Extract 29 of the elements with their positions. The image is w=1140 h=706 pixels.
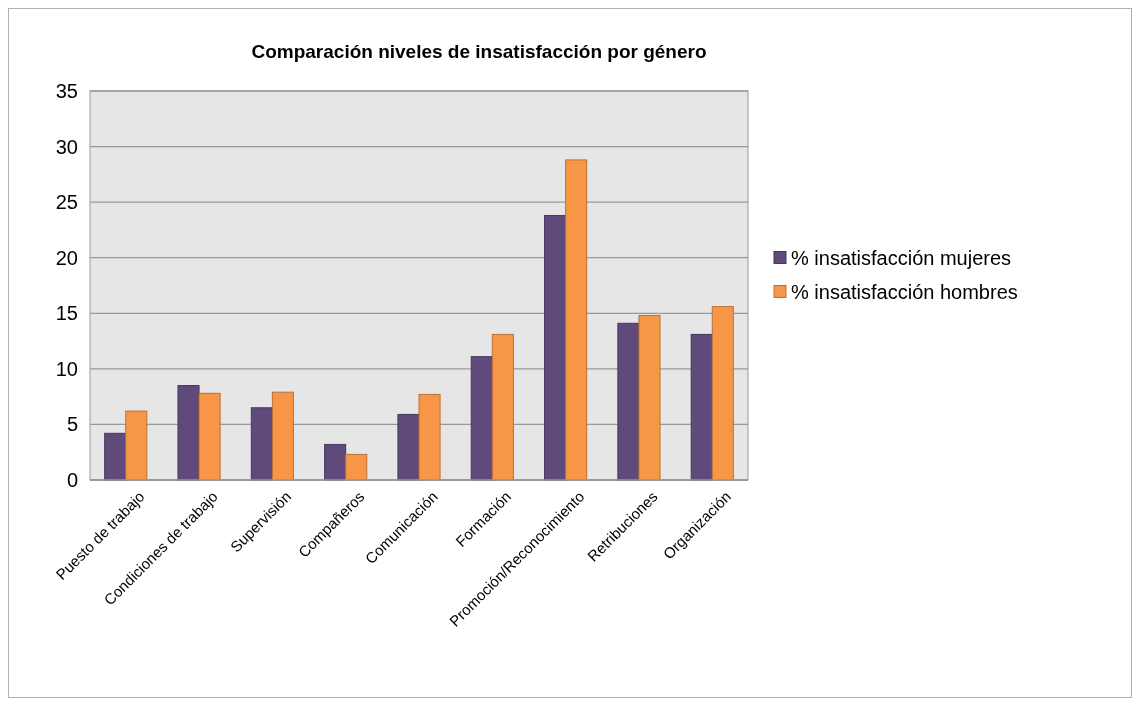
bar	[345, 453, 368, 481]
bar	[177, 385, 200, 481]
y-tick-label: 25	[55, 191, 78, 214]
y-tick-label: 10	[55, 357, 78, 380]
bar	[544, 214, 567, 481]
bar	[397, 413, 420, 481]
chart-title: Comparación niveles de insatisfacción por género	[251, 41, 707, 62]
bar	[104, 432, 127, 481]
bar	[198, 392, 221, 481]
bar	[418, 393, 441, 481]
legend-label: % insatisfacción mujeres	[791, 246, 1012, 269]
bar	[617, 322, 640, 481]
y-tick-label: 30	[55, 135, 78, 158]
bar	[271, 391, 294, 481]
y-tick-label: 0	[66, 469, 78, 491]
y-tick-label: 15	[55, 302, 78, 325]
y-tick-label: 35	[55, 80, 78, 102]
y-tick-label: 5	[66, 413, 78, 436]
bar	[491, 333, 514, 481]
bar	[638, 315, 661, 481]
bar	[324, 443, 347, 481]
bar	[711, 306, 734, 481]
bar	[250, 407, 273, 481]
y-tick-label: 20	[55, 246, 78, 269]
bar	[565, 159, 588, 481]
legend-label: % insatisfacción hombres	[791, 280, 1018, 303]
bar	[690, 333, 713, 481]
bar	[470, 356, 493, 481]
bar	[125, 410, 148, 481]
